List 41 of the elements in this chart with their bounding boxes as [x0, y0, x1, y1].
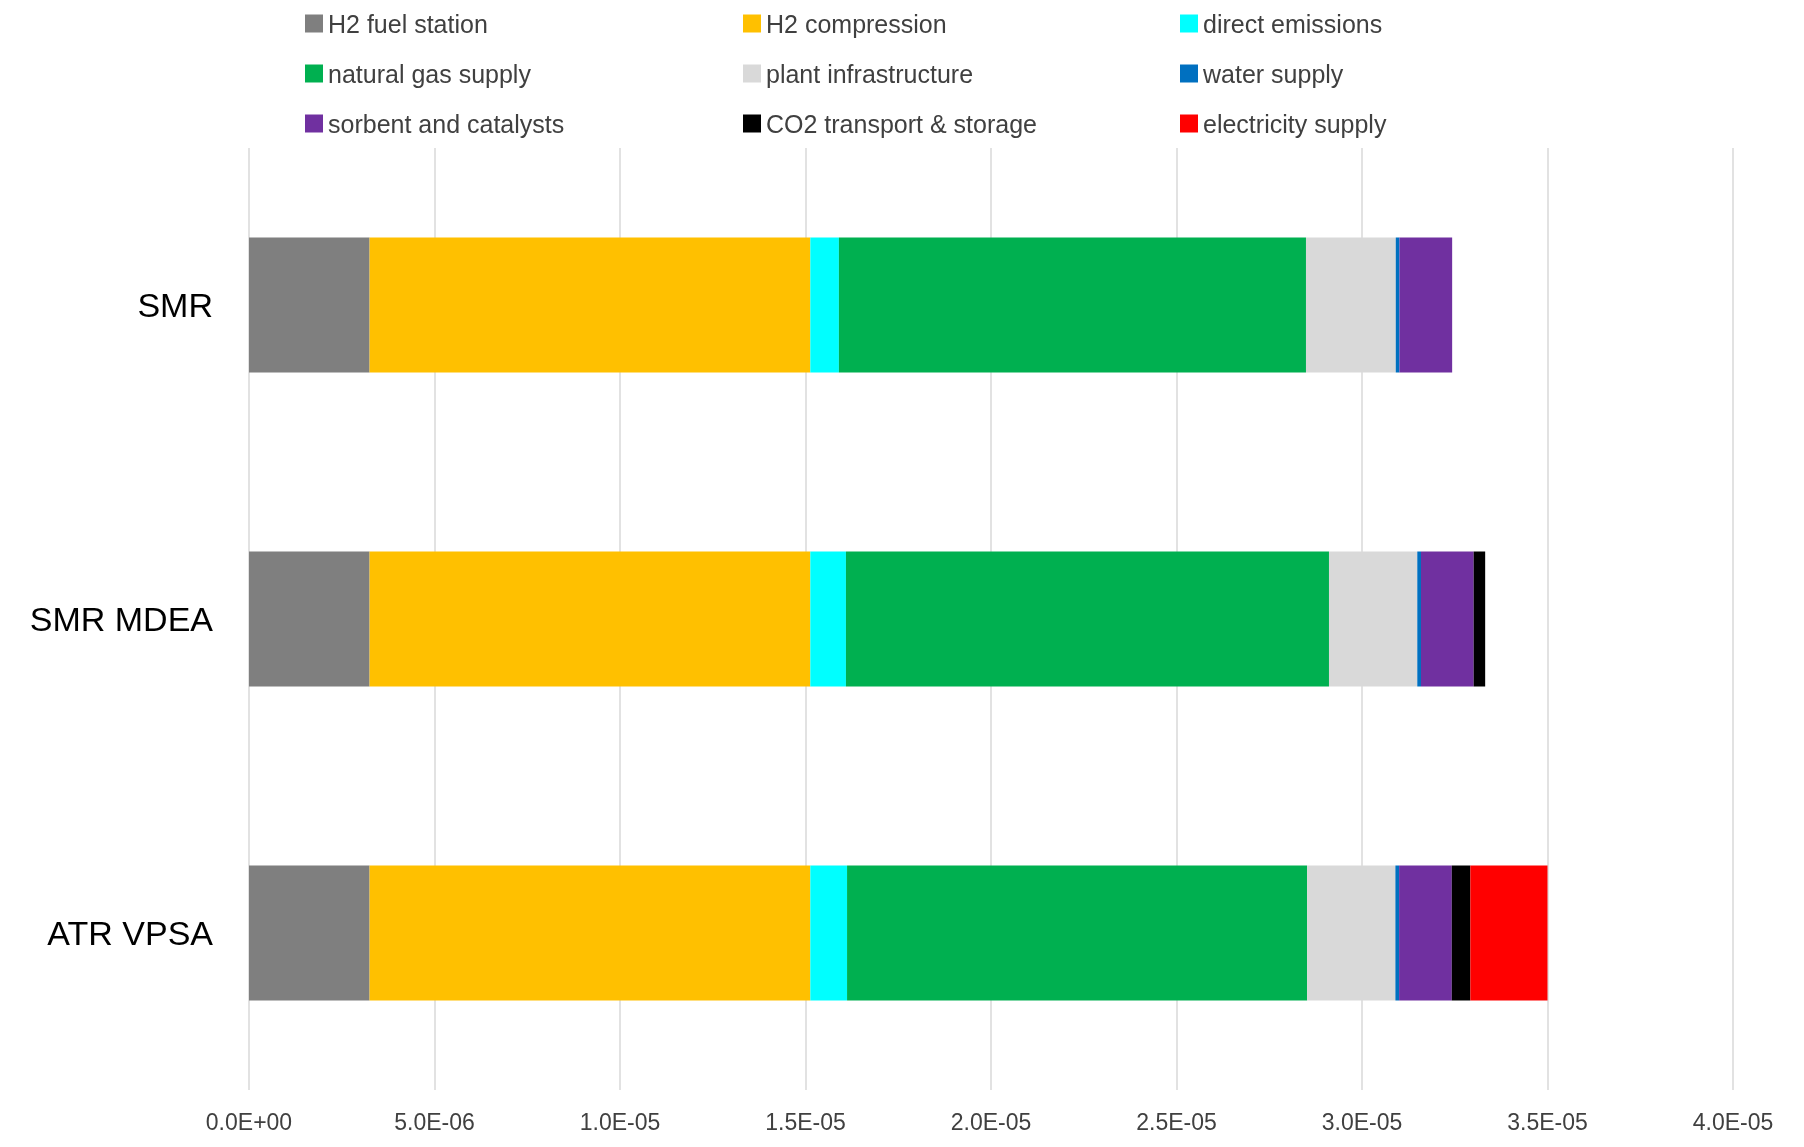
x-tick-label: 2.5E-05 [1136, 1108, 1217, 1135]
bar [810, 551, 846, 687]
bar [845, 551, 1329, 687]
bar [369, 237, 811, 373]
bar [1399, 865, 1452, 1001]
legend-label: plant infrastructure [766, 59, 974, 88]
bar [249, 237, 370, 373]
legend-label: CO2 transport & storage [766, 109, 1037, 138]
bar [1420, 551, 1474, 687]
bar [1395, 865, 1400, 1001]
bar [369, 551, 811, 687]
y-tick-label: SMR [137, 286, 213, 324]
bar [810, 237, 839, 373]
legend-label: natural gas supply [328, 59, 532, 88]
x-tick-label: 3.0E-05 [1321, 1108, 1403, 1135]
bar [838, 237, 1306, 373]
bar [847, 865, 1308, 1001]
bar [249, 865, 370, 1001]
bar [1417, 551, 1421, 687]
bar [810, 865, 848, 1001]
legend-label: electricity supply [1203, 109, 1387, 138]
legend-label: water supply [1202, 59, 1344, 88]
bar [1473, 551, 1486, 687]
x-tick-label: 0.0E+00 [205, 1108, 293, 1135]
y-tick-label: ATR VPSA [47, 914, 214, 952]
legend-label: direct emissions [1203, 9, 1383, 38]
x-tick-label: 2.0E-05 [950, 1108, 1032, 1135]
y-tick-label: SMR MDEA [29, 600, 214, 638]
x-tick-label: 3.5E-05 [1507, 1108, 1588, 1135]
legend-label: H2 fuel station [328, 9, 488, 38]
bar [369, 865, 811, 1001]
bar [1451, 865, 1471, 1001]
bar [1399, 237, 1453, 373]
bar [1470, 865, 1548, 1001]
legend-label: sorbent and catalysts [328, 109, 565, 138]
x-tick-label: 1.5E-05 [765, 1108, 846, 1135]
x-tick-label: 1.0E-05 [579, 1108, 661, 1135]
bar [249, 551, 370, 687]
x-tick-label: 5.0E-06 [394, 1108, 475, 1135]
legend-label: H2 compression [766, 9, 947, 38]
x-tick-label: 4.0E-05 [1692, 1108, 1774, 1135]
